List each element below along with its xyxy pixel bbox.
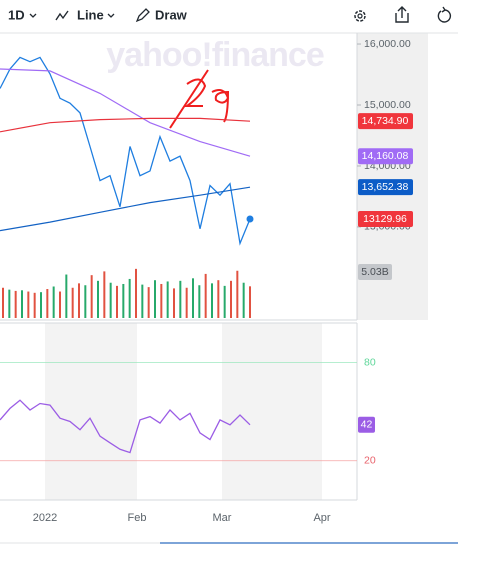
interval-button[interactable]: 1D: [8, 7, 25, 22]
x-tick-label: Apr: [313, 512, 330, 524]
series-line: [0, 399, 251, 454]
watermark: yahoo!finance: [106, 36, 324, 74]
volume-bar: [173, 288, 175, 318]
volume-bar: [192, 278, 194, 318]
volume-bar: [236, 270, 239, 318]
volume-bar: [185, 287, 188, 318]
chevron: [107, 13, 115, 18]
draw-button[interactable]: Draw: [155, 7, 188, 22]
last-value-label: 5.03B: [361, 266, 388, 278]
volume-bar: [103, 271, 106, 318]
last-value-label: 14,734.90: [362, 115, 409, 127]
volume-bar: [8, 289, 11, 318]
last-value-label: 42: [361, 419, 373, 431]
volume-bar: [97, 280, 99, 318]
volume-bar: [198, 285, 201, 318]
volume-bar: [59, 291, 61, 318]
x-tick-label: Mar: [213, 512, 232, 524]
volume-bar: [160, 283, 163, 318]
last-value-box: [358, 179, 413, 196]
month-band: [222, 323, 322, 500]
series-line: [0, 68, 251, 157]
volume-bar: [52, 286, 55, 318]
volume-bar: [223, 285, 226, 318]
series-line: [0, 56, 251, 246]
last-value-label: 14,160.08: [362, 150, 409, 162]
last-value-box: [358, 113, 413, 130]
y-tick-label: 20: [364, 455, 376, 467]
series-line: [0, 117, 251, 133]
volume-bar: [21, 290, 23, 318]
volume-bar: [179, 280, 182, 318]
volume-bar: [33, 292, 36, 318]
volume-bar: [166, 281, 169, 318]
volume-bar: [14, 290, 17, 318]
y-tick-label: 80: [364, 356, 376, 368]
chart-type-button[interactable]: Line: [77, 7, 104, 22]
share-button[interactable]: [395, 6, 409, 23]
volume-bar: [141, 284, 144, 318]
chevron: [29, 13, 37, 18]
settings-button[interactable]: [354, 10, 366, 22]
y-tick-label: 16,000.00: [364, 38, 411, 50]
volume-bar: [27, 291, 30, 318]
series-line: [0, 186, 251, 232]
volume-bar: [128, 278, 131, 318]
volume-bar: [65, 274, 68, 318]
volume-bar: [71, 287, 74, 318]
last-value-box: [358, 264, 392, 280]
volume-bar: [217, 280, 220, 318]
volume-bar: [78, 283, 80, 318]
volume-bar: [116, 285, 118, 318]
volume-bar: [84, 285, 87, 318]
last-value-box: [358, 416, 375, 433]
volume-bar: [204, 273, 207, 318]
volume-bar: [154, 280, 156, 318]
volume-bar: [242, 282, 245, 318]
line-icon: [55, 10, 69, 21]
volume-bar: [249, 286, 251, 318]
settings-icon: [357, 13, 363, 19]
y-tick-label: 15,000.00: [364, 99, 411, 111]
last-value-label: 13129.96: [363, 213, 407, 225]
volume-bar: [90, 275, 93, 318]
last-value-box: [358, 148, 413, 165]
volume-bar: [2, 287, 4, 318]
month-band: [45, 323, 137, 500]
last-value-box: [358, 211, 413, 228]
pencil-icon: [135, 8, 150, 23]
volume-bar: [135, 268, 137, 318]
volume-bar: [147, 287, 150, 318]
volume-bar: [211, 283, 213, 318]
reset-button[interactable]: [437, 6, 451, 23]
last-value-label: 13,652.38: [362, 181, 409, 193]
volume-bar: [40, 292, 42, 318]
x-tick-label: 2022: [33, 512, 57, 524]
toolbar: 1D Line Draw: [8, 6, 451, 23]
x-tick-label: Feb: [128, 512, 147, 524]
volume-bar: [109, 282, 112, 318]
volume-bar: [230, 280, 232, 318]
volume-bar: [122, 283, 125, 318]
current-point: [246, 215, 254, 223]
volume-bar: [46, 289, 49, 318]
